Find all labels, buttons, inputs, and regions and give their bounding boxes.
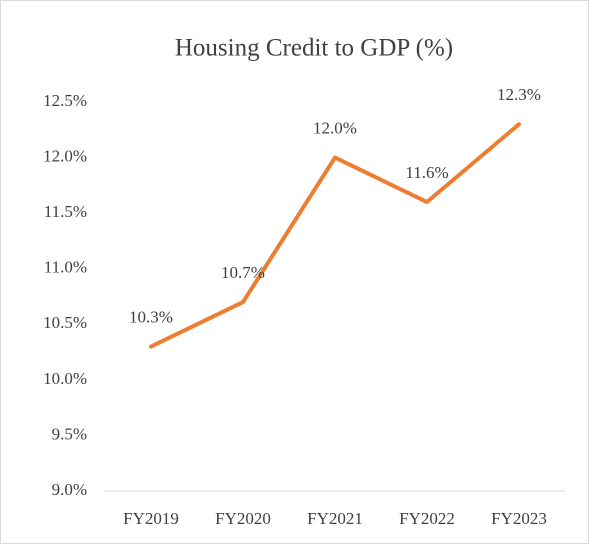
y-tick-label: 9.0% [52,480,87,499]
x-tick-label: FY2020 [215,509,271,528]
y-tick-label: 10.0% [43,369,87,388]
x-tick-label: FY2021 [307,509,363,528]
data-label: 10.7% [221,263,265,282]
data-label: 12.0% [313,118,357,137]
x-tick-label: FY2023 [491,509,547,528]
y-tick-label: 9.5% [52,424,87,443]
y-tick-label: 12.5% [43,91,87,110]
data-label: 10.3% [129,307,173,326]
data-line [149,122,521,349]
data-label: 11.6% [405,163,448,182]
chart-title: Housing Credit to GDP (%) [175,35,453,62]
x-tick-label: FY2022 [399,509,455,528]
y-tick-label: 12.0% [43,146,87,165]
y-tick-label: 11.0% [44,258,87,277]
y-tick-label: 11.5% [44,202,87,221]
y-tick-label: 10.5% [43,313,87,332]
data-label: 12.3% [497,85,541,104]
x-tick-label: FY2019 [123,509,179,528]
